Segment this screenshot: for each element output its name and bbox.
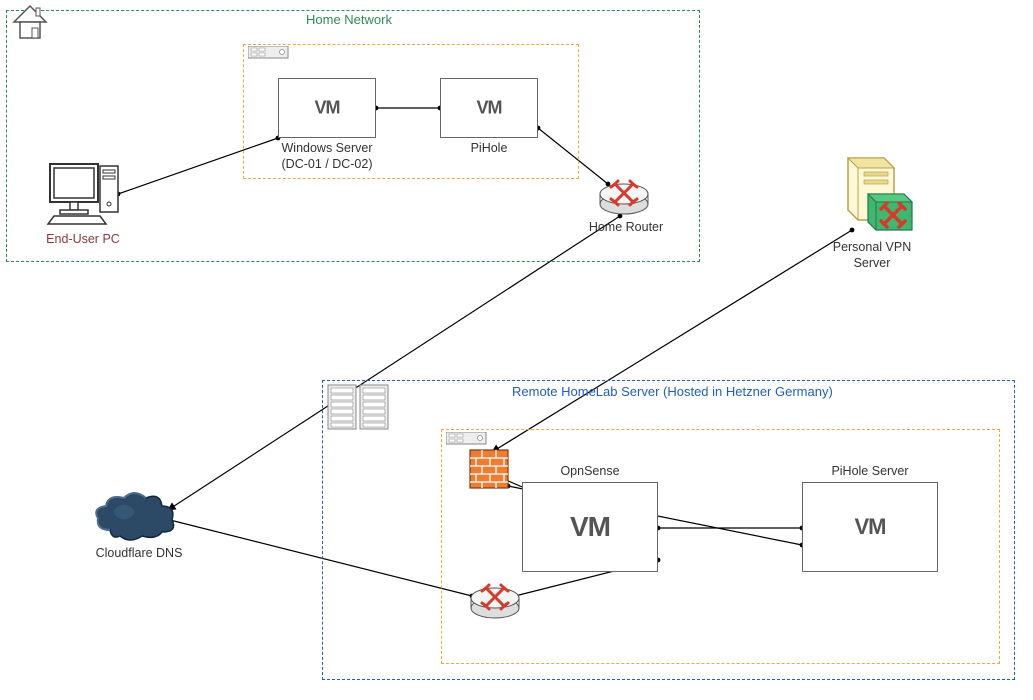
vm-icon: VM <box>570 511 610 543</box>
pihole-remote-vm: VM <box>802 482 938 572</box>
end-user-pc-label: End-User PC <box>38 232 128 248</box>
cloudflare-dns-label: Cloudflare DNS <box>84 546 194 562</box>
opnsense-label: OpnSense <box>502 464 678 480</box>
windows-server-label: Windows Server (DC-01 / DC-02) <box>258 141 396 172</box>
vm-icon: VM <box>477 98 502 119</box>
opnsense-vm: VM <box>522 482 658 572</box>
region-home-label: Home Network <box>306 12 392 27</box>
pihole-label: PiHole <box>420 141 558 157</box>
pihole-remote-label: PiHole Server <box>782 464 958 480</box>
vm-icon: VM <box>855 514 886 540</box>
windows-server-vm: VM <box>278 78 376 138</box>
vm-icon: VM <box>315 98 340 119</box>
home-router-label: Home Router <box>581 220 671 236</box>
region-remote-label: Remote HomeLab Server (Hosted in Hetzner… <box>512 384 833 399</box>
pihole-vm: VM <box>440 78 538 138</box>
vpn-server-label: Personal VPN Server <box>822 240 922 271</box>
